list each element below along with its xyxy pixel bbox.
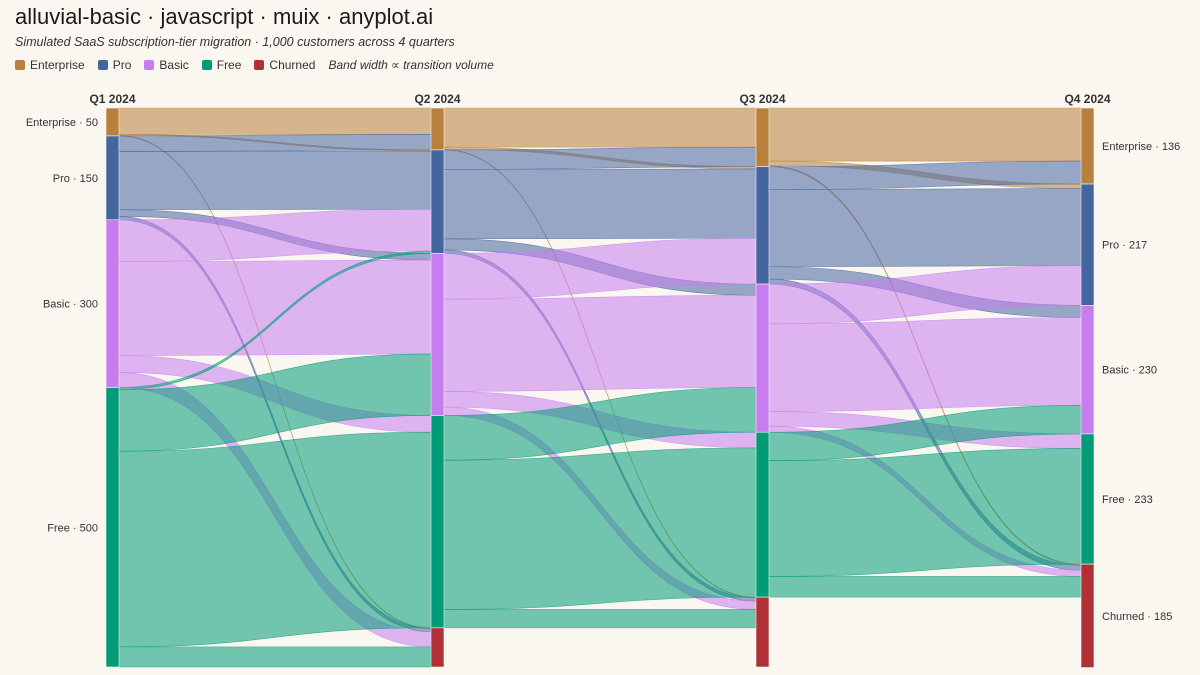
legend-label-churned: Churned — [269, 58, 316, 72]
node-q1-2024-basic — [105, 219, 120, 388]
flow-q1-2024-enterprise-to-enterprise — [118, 107, 432, 135]
flow-q2-2024-free-to-churned — [443, 609, 757, 629]
node-q4-2024-churned — [1080, 563, 1095, 668]
node-q1-2024-enterprise — [105, 107, 120, 137]
legend-swatch-free — [201, 60, 212, 70]
node-q4-2024-free — [1080, 433, 1095, 565]
stage-label-q3-2024: Q3 2024 — [739, 92, 785, 106]
node-q4-2024-enterprise — [1080, 107, 1095, 185]
stage-label-q1-2024: Q1 2024 — [89, 92, 135, 106]
legend-label-enterprise: Enterprise — [30, 58, 85, 72]
node-label-last-enterprise: Enterprise · 136 — [1102, 141, 1180, 153]
flow-q3-2024-free-to-free — [768, 448, 1082, 577]
flow-q1-2024-pro-to-enterprise — [118, 133, 432, 152]
node-q1-2024-free — [105, 387, 120, 668]
flow-q1-2024-free-to-churned — [118, 646, 432, 668]
legend-label-pro: Pro — [112, 58, 132, 72]
node-label-first-enterprise: Enterprise · 50 — [26, 117, 98, 129]
stage-label-q4-2024: Q4 2024 — [1064, 92, 1110, 106]
flow-q3-2024-free-to-churned — [768, 576, 1082, 598]
flow-q1-2024-pro-to-pro — [118, 150, 432, 211]
legend-label-basic: Basic — [159, 58, 189, 72]
legend-item-basic: Basic — [144, 58, 189, 72]
flow-q3-2024-enterprise-to-enterprise — [768, 107, 1082, 162]
stage-label-q2-2024: Q2 2024 — [414, 92, 460, 106]
node-q1-2024-pro — [105, 135, 120, 221]
node-label-last-basic: Basic · 230 — [1102, 365, 1157, 377]
legend-item-churned: Churned — [254, 58, 315, 72]
chart-subtitle: Simulated SaaS subscription-tier migrati… — [15, 35, 455, 49]
flow-q2-2024-pro-to-pro — [443, 168, 757, 240]
node-q3-2024-enterprise — [755, 107, 770, 167]
flow-q2-2024-basic-to-basic — [443, 294, 757, 392]
node-q2-2024-pro — [430, 149, 445, 254]
nodes-layer — [105, 107, 1095, 668]
node-q4-2024-basic — [1080, 305, 1095, 435]
legend-item-free: Free — [201, 58, 242, 72]
legend: Enterprise Pro Basic Free Churned Band w… — [15, 58, 494, 72]
node-label-first-free: Free · 500 — [47, 522, 98, 534]
node-q4-2024-pro — [1080, 183, 1095, 306]
chart-title: alluvial-basic · javascript · muix · any… — [15, 4, 434, 29]
flow-q3-2024-basic-to-basic — [768, 317, 1082, 412]
flow-q2-2024-enterprise-to-enterprise — [443, 107, 757, 148]
legend-label-free: Free — [216, 58, 242, 72]
node-q3-2024-free — [755, 431, 770, 598]
flow-q3-2024-pro-to-pro — [768, 188, 1082, 268]
node-label-first-basic: Basic · 300 — [43, 299, 98, 311]
node-q2-2024-basic — [430, 253, 445, 416]
node-q2-2024-free — [430, 415, 445, 629]
node-label-last-pro: Pro · 217 — [1102, 240, 1147, 252]
flow-q1-2024-basic-to-basic — [118, 259, 432, 356]
flows-layer — [118, 107, 1082, 668]
node-q3-2024-pro — [755, 166, 770, 285]
node-label-last-free: Free · 233 — [1102, 494, 1153, 506]
flow-q1-2024-free-to-free — [118, 431, 432, 648]
node-q2-2024-churned — [430, 627, 445, 668]
legend-swatch-enterprise — [15, 60, 25, 70]
flow-q2-2024-pro-to-enterprise — [443, 146, 757, 170]
legend-swatch-churned — [254, 60, 265, 70]
node-q2-2024-enterprise — [430, 107, 445, 151]
labels-layer: Q1 2024 Q2 2024 Q3 2024 Q4 2024 Enterprise ·… — [26, 92, 1180, 623]
node-q3-2024-churned — [755, 596, 770, 668]
node-label-first-pro: Pro · 150 — [53, 173, 98, 185]
node-q3-2024-basic — [755, 283, 770, 433]
legend-note: Band width ∝ transition volume — [328, 58, 494, 72]
node-label-last-churned: Churned · 185 — [1102, 611, 1172, 623]
flow-q2-2024-free-to-free — [443, 447, 757, 610]
legend-item-pro: Pro — [97, 58, 132, 72]
legend-item-enterprise: Enterprise — [15, 58, 85, 72]
legend-swatch-pro — [97, 60, 108, 70]
legend-swatch-basic — [144, 60, 155, 70]
